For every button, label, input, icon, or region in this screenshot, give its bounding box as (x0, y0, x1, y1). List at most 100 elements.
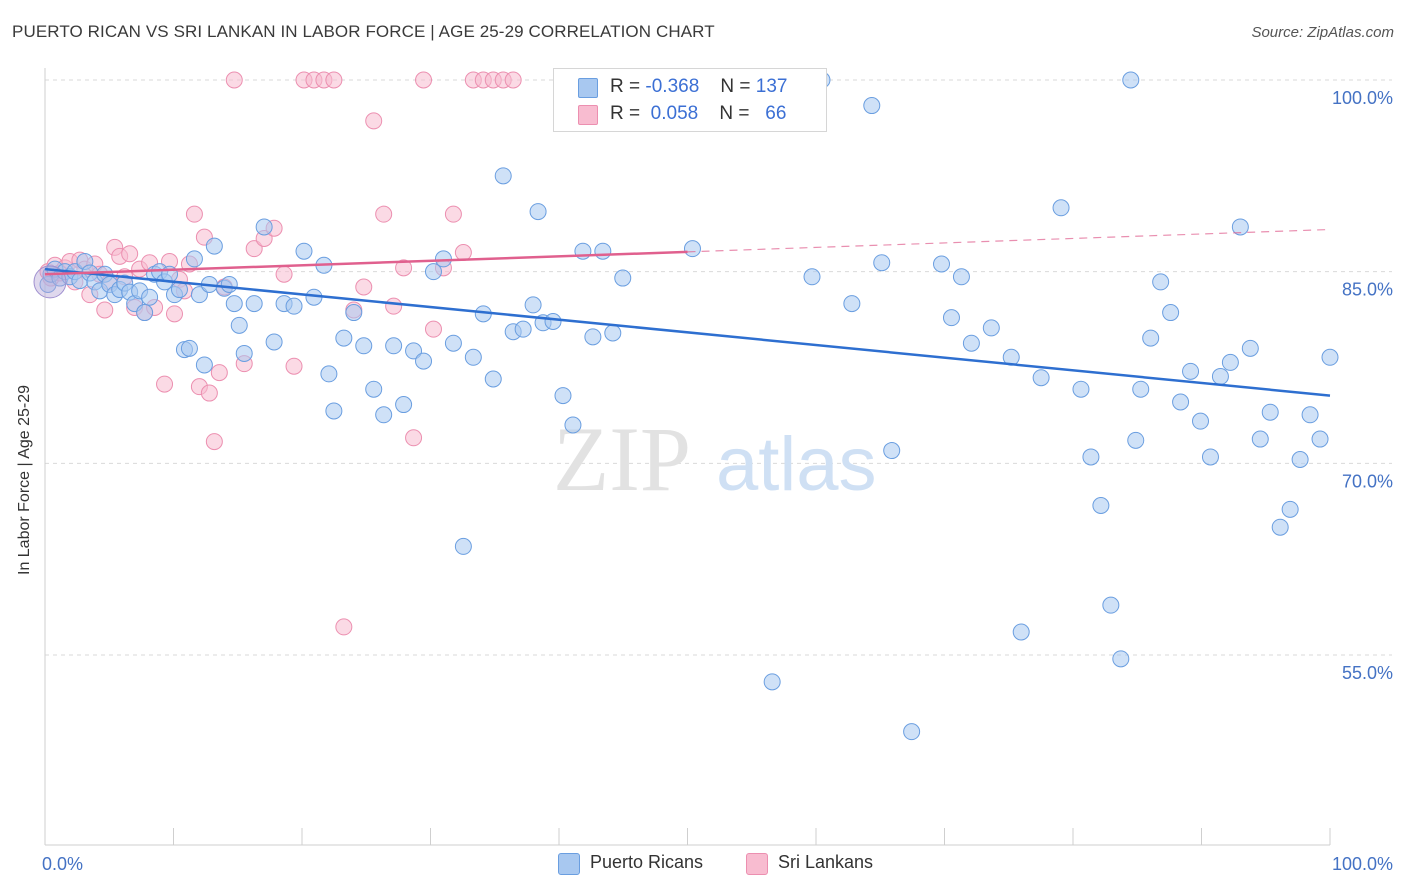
series-puerto-ricans (33, 71, 1339, 741)
data-point (385, 337, 403, 355)
data-point (594, 242, 612, 260)
axes (44, 68, 1331, 846)
data-point (863, 97, 881, 115)
y-tick-label: 55.0% (1342, 663, 1393, 683)
data-point (325, 71, 343, 89)
data-point (1012, 623, 1030, 641)
r-value: 0.058 (650, 103, 699, 124)
data-point (434, 250, 452, 268)
data-point (415, 71, 433, 89)
data-point (1132, 380, 1150, 398)
data-point (195, 356, 213, 374)
data-point (1142, 329, 1160, 347)
data-point (1201, 448, 1219, 466)
data-point (265, 333, 283, 351)
trend-lines (44, 228, 1331, 397)
data-point (604, 324, 622, 342)
data-point (1152, 273, 1170, 291)
data-point (365, 380, 383, 398)
data-point (335, 618, 353, 636)
data-point (1082, 448, 1100, 466)
y-tick-label: 100.0% (1332, 88, 1393, 108)
data-point (335, 329, 353, 347)
data-point (220, 275, 238, 293)
data-point (190, 286, 208, 304)
data-point (1231, 218, 1249, 236)
x-tick-label: 100.0% (1332, 854, 1393, 874)
data-point (454, 244, 472, 261)
data-point (1112, 650, 1130, 668)
data-point (1072, 380, 1090, 398)
r-label: R = (610, 103, 641, 124)
legend-swatch-blue (558, 853, 580, 875)
data-point (415, 352, 433, 370)
data-point (1172, 393, 1190, 411)
data-point (1271, 518, 1289, 536)
data-point (405, 429, 423, 447)
data-point (325, 402, 343, 420)
data-point (803, 268, 821, 286)
data-point (395, 396, 413, 414)
data-point (295, 242, 313, 260)
correlation-legend: R = -0.368 N = 137 R = 0.058 N = 66 (553, 68, 827, 132)
data-point (405, 342, 423, 360)
y-tick-label: 70.0% (1342, 471, 1393, 491)
n-label: N = (719, 103, 750, 124)
data-point (903, 723, 921, 741)
data-point (554, 387, 572, 405)
data-point (614, 269, 632, 287)
data-point (1122, 71, 1140, 89)
data-point (683, 240, 701, 258)
data-point (355, 278, 373, 296)
data-point (424, 263, 442, 281)
data-point (285, 357, 303, 375)
n-value: 66 (765, 103, 787, 124)
data-point (225, 295, 243, 313)
r-value: -0.368 (645, 76, 700, 97)
data-point (1321, 348, 1339, 366)
data-point (424, 320, 442, 338)
data-point (942, 309, 960, 327)
data-point (529, 203, 547, 221)
data-point (524, 296, 542, 314)
data-point (156, 375, 174, 393)
data-point (982, 319, 1000, 337)
data-point (1241, 339, 1259, 357)
data-point (444, 205, 462, 223)
data-point (185, 250, 203, 268)
data-point (544, 313, 562, 330)
y-tick-labels: 55.0% 70.0% 85.0% 100.0% (1332, 88, 1393, 683)
data-point (444, 334, 462, 352)
data-point (225, 71, 243, 89)
legend-swatch-pink (578, 105, 598, 125)
data-point (285, 297, 303, 315)
data-point (235, 344, 253, 362)
data-point (873, 254, 891, 272)
legend-swatch-pink (746, 853, 768, 875)
data-point (1221, 353, 1239, 371)
trend-line-puerto-ricans (44, 267, 1331, 397)
data-point (1162, 304, 1180, 322)
data-point (843, 295, 861, 313)
n-value: 137 (755, 76, 788, 97)
data-point (165, 305, 183, 323)
trend-line-sri-lankans-extension (687, 228, 1331, 253)
data-point (375, 205, 393, 223)
data-point (883, 442, 901, 460)
data-point (514, 320, 532, 338)
data-point (180, 339, 198, 357)
series-legend: Puerto Ricans Sri Lankans (0, 852, 1406, 876)
data-point (504, 71, 522, 89)
data-point (255, 218, 273, 236)
data-point (1281, 500, 1299, 518)
source-label: Source: ZipAtlas.com (1251, 24, 1394, 41)
data-point (96, 301, 114, 319)
gridlines (45, 79, 1392, 656)
data-point (121, 245, 139, 263)
legend-stats-puerto-ricans: R = -0.368 N = 137 (610, 76, 787, 98)
data-point (952, 268, 970, 286)
y-tick-label: 85.0% (1342, 280, 1393, 300)
r-label: R = (610, 76, 641, 97)
data-point (210, 364, 228, 382)
